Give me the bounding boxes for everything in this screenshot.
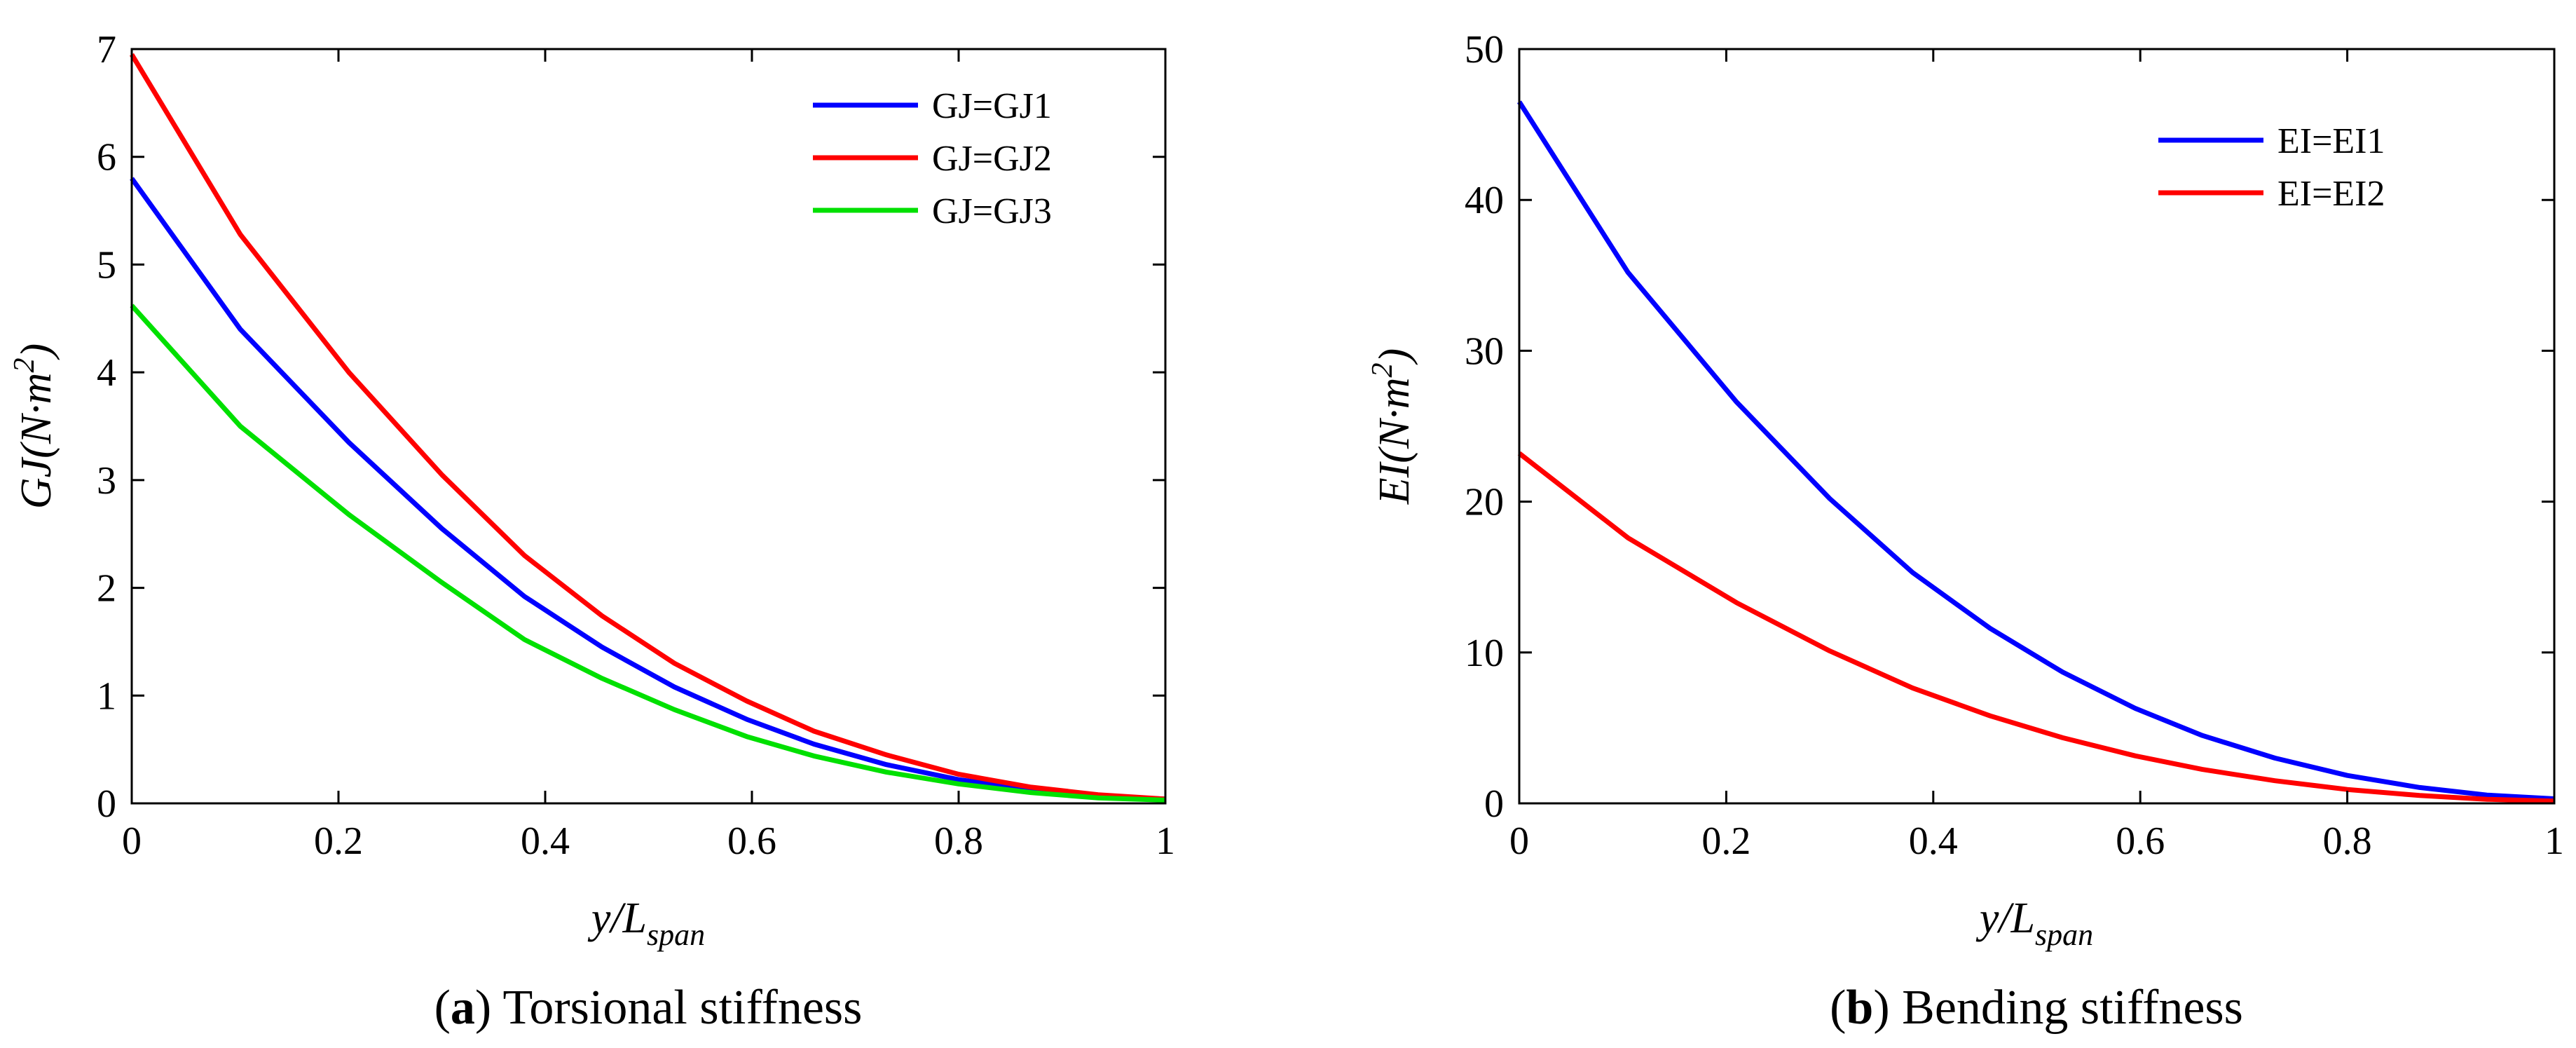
series-line-ei=ei2: [1517, 451, 2555, 804]
caption-text: Bending stiffness: [1902, 981, 2243, 1035]
panel-caption: (b) Bending stiffness: [1830, 981, 2243, 1035]
x-axis-label: y/Lspan: [587, 894, 705, 952]
legend-entry-label: GJ=GJ2: [932, 139, 1052, 179]
y-axis-label: GJ(N·m2): [8, 343, 60, 509]
series-line-gj=gj2: [130, 53, 1166, 802]
caption-letter: b: [1846, 981, 1873, 1035]
y-tick-label: 1: [97, 674, 116, 718]
caption-close: ): [475, 981, 503, 1035]
y-tick-label: 7: [97, 28, 116, 72]
y-axis-label-close: ): [1371, 348, 1418, 365]
y-axis-label-main: EI(N·m: [1371, 377, 1418, 505]
legend-box: [2144, 102, 2537, 228]
legend: EI=EI1 EI=EI2: [2144, 102, 2537, 228]
x-tick-label: 1: [2544, 819, 2564, 863]
y-tick-label: 30: [1465, 329, 1504, 373]
legend-entry-label: EI=EI2: [2277, 174, 2385, 214]
y-tick-label: 10: [1465, 632, 1504, 675]
y-tick-label: 5: [97, 243, 116, 287]
x-axis-label-subscript: span: [647, 918, 705, 952]
legend-entry-label: GJ=GJ3: [932, 191, 1052, 231]
y-tick-label: 3: [97, 459, 116, 503]
chart-panel-b: 0 0.2 0.4 0.6 0.8 101020304050y/LspanEI(N·m2)…: [1366, 28, 2564, 1035]
y-tick-label: 20: [1465, 481, 1504, 524]
x-tick-label: 0: [122, 819, 142, 863]
y-tick-label: 50: [1465, 28, 1504, 72]
series-line-ei=ei1: [1517, 100, 2555, 801]
x-tick-label: 0.6: [727, 819, 776, 863]
caption-open: (: [1830, 981, 1846, 1035]
x-tick-label: 1: [1156, 819, 1175, 863]
x-axis-label-subscript: span: [2035, 918, 2093, 952]
series-line-gj=gj1: [130, 177, 1166, 802]
x-axis-label: y/Lspan: [1975, 894, 2093, 952]
y-tick-label: 2: [97, 567, 116, 611]
x-tick-label: 0.8: [2323, 819, 2372, 863]
legend-entry-label: EI=EI1: [2277, 121, 2385, 161]
caption-letter: a: [451, 981, 475, 1035]
x-axis-label-main: y/L: [1975, 894, 2035, 942]
x-tick-label: 0.4: [521, 819, 570, 863]
y-tick-label: 0: [97, 782, 116, 826]
panel-caption: (a) Torsional stiffness: [434, 981, 863, 1035]
legend: GJ=GJ1 GJ=GJ2 GJ=GJ3: [799, 67, 1149, 245]
x-tick-label: 0.4: [1909, 819, 1958, 863]
y-axis-label-main: GJ(N·m: [13, 373, 60, 510]
x-axis-label-main: y/L: [587, 894, 647, 942]
y-tick-label: 0: [1484, 782, 1504, 826]
x-tick-label: 0.6: [2116, 819, 2165, 863]
y-tick-label: 4: [97, 351, 116, 395]
y-axis-label-superscript: 2: [1366, 362, 1399, 377]
y-tick-label: 6: [97, 136, 116, 179]
axes-box: [130, 48, 1167, 805]
x-tick-label: 0: [1509, 819, 1529, 863]
caption-text: Torsional stiffness: [502, 981, 862, 1035]
x-tick-label: 0.8: [934, 819, 983, 863]
y-tick-label: 40: [1465, 179, 1504, 222]
x-tick-label: 0.2: [1701, 819, 1751, 863]
chart-panel-a: 0 0.2 0.4 0.6 0.8 101234567y/LspanGJ(N·m2)GJ=…: [8, 28, 1175, 1035]
x-tick-label: 0.2: [314, 819, 363, 863]
legend-entry-label: GJ=GJ1: [932, 86, 1052, 126]
y-axis-label: EI(N·m2): [1366, 348, 1418, 505]
y-axis-label-close: ): [13, 343, 60, 360]
caption-open: (: [434, 981, 451, 1035]
caption-close: ): [1873, 981, 1902, 1035]
series-line-gj=gj3: [130, 304, 1166, 803]
y-axis-label-superscript: 2: [8, 358, 41, 373]
axes-box: [1518, 48, 2556, 805]
